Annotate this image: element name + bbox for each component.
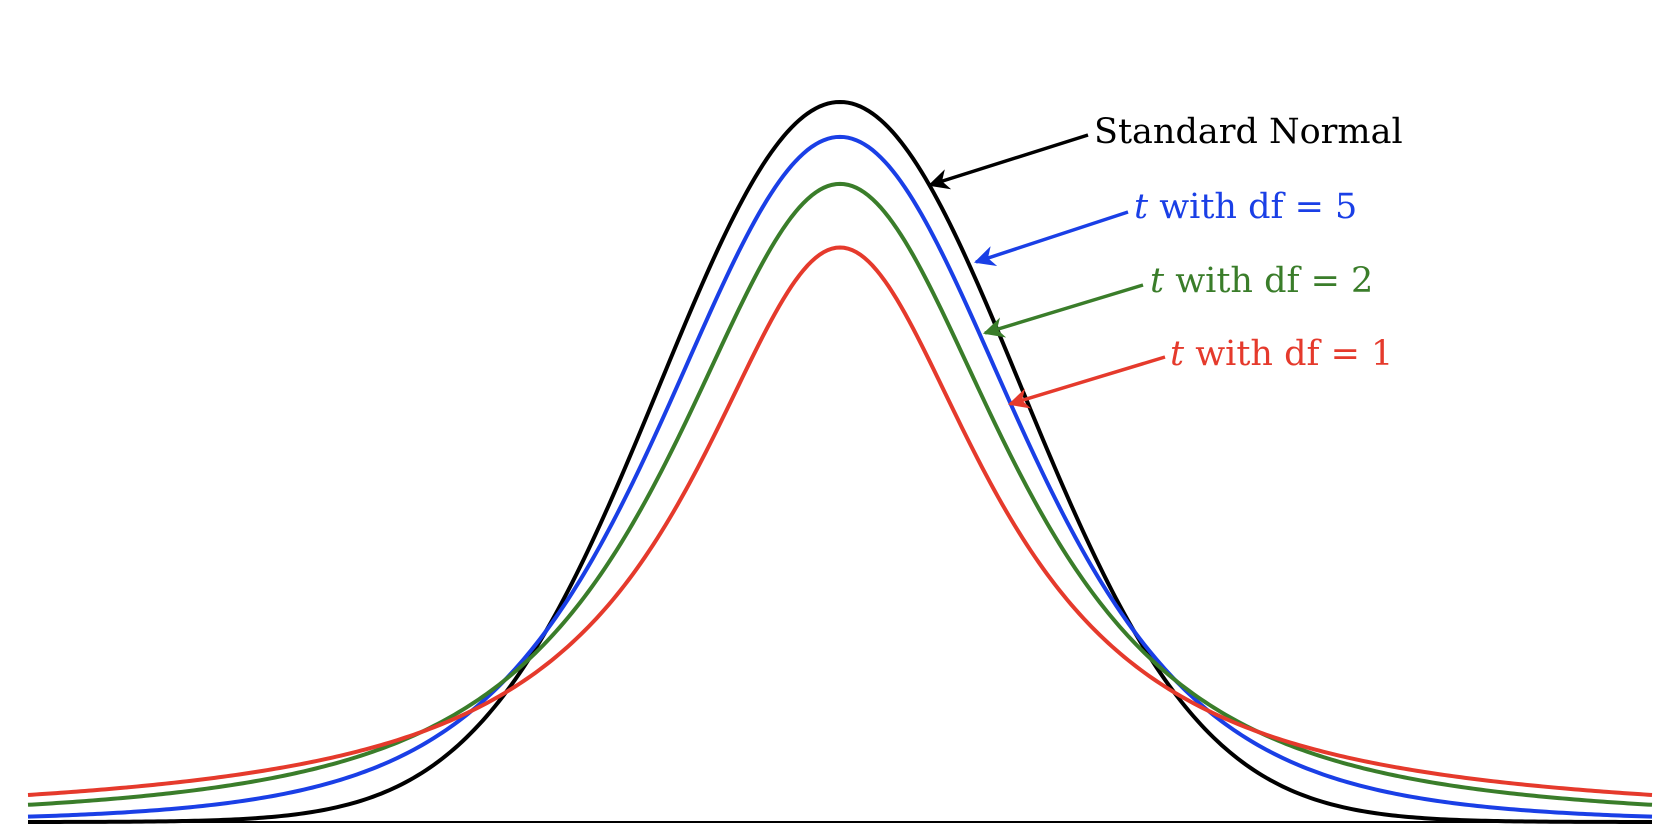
label-df-value: 5 — [1335, 187, 1357, 227]
label-standard-normal: Standard Normal — [1094, 112, 1403, 152]
series-line-t-df1 — [27, 245, 1653, 797]
label-t-symbol: t — [1150, 261, 1165, 301]
label-with-df: with df = — [1148, 187, 1335, 227]
label-df-value: 2 — [1351, 261, 1373, 301]
label-t-df1: t with df = 1 — [1170, 334, 1393, 374]
series-line-t-df2 — [27, 181, 1653, 807]
arrow-standard-normal — [927, 133, 1089, 190]
label-df-value: 1 — [1371, 334, 1393, 374]
arrow-t-df5 — [974, 210, 1129, 267]
series-line-standard-normal — [28, 99, 1652, 824]
label-with-df: with df = — [1184, 334, 1371, 374]
label-t-df2: t with df = 2 — [1150, 261, 1373, 301]
label-t-symbol: t — [1134, 187, 1149, 227]
arrow-t-df1 — [1007, 355, 1166, 409]
series-line-t-df5 — [27, 134, 1653, 819]
arrow-t-df2 — [982, 283, 1144, 338]
label-with-df: with df = — [1164, 261, 1351, 301]
label-t-df5: t with df = 5 — [1134, 187, 1357, 227]
label-t-symbol: t — [1170, 334, 1185, 374]
